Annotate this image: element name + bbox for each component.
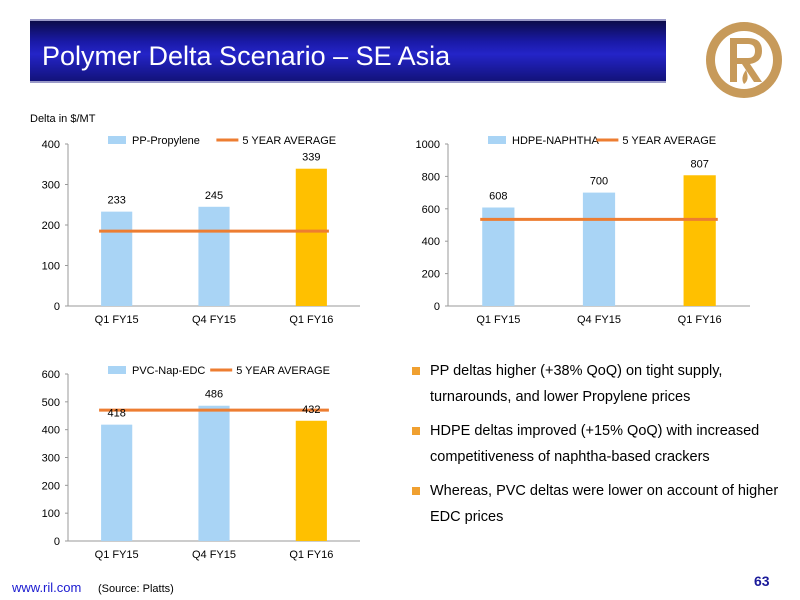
y-unit-label: Delta in $/MT: [30, 113, 96, 125]
legend-bar-swatch: [488, 136, 506, 144]
y-tick-label: 200: [42, 480, 60, 492]
bullet-item: HDPE deltas improved (+15% QoQ) with inc…: [412, 418, 782, 470]
data-label: 245: [205, 190, 223, 202]
bullet-text: HDPE deltas improved (+15% QoQ) with inc…: [430, 423, 760, 465]
y-tick-label: 100: [42, 261, 60, 273]
bullet-item: Whereas, PVC deltas were lower on accoun…: [412, 478, 782, 530]
y-tick-label: 300: [42, 453, 60, 465]
chart-legend: PP-Propylene 5 YEAR AVERAGE: [108, 135, 336, 147]
y-tick-label: 400: [422, 236, 440, 248]
data-label: 486: [205, 389, 223, 401]
bullet-item: PP deltas higher (+38% QoQ) on tight sup…: [412, 358, 782, 410]
bar-q1-fy16: [295, 420, 327, 541]
x-tick-label: Q4 FY15: [192, 314, 236, 326]
bar-q4-fy15: [582, 192, 616, 306]
data-label: 233: [107, 195, 125, 207]
y-tick-label: 0: [54, 536, 60, 548]
y-tick-label: 300: [42, 180, 60, 192]
legend-label: PP-Propylene: [132, 135, 200, 147]
x-tick-label: Q4 FY15: [192, 549, 236, 561]
bar-q1-fy16: [683, 175, 716, 306]
page-title: Polymer Delta Scenario – SE Asia: [42, 41, 451, 71]
bullet-marker-icon: [412, 427, 420, 435]
y-tick-label: 1000: [416, 139, 440, 151]
bar-q1-fy15: [101, 211, 133, 306]
x-tick-label: Q4 FY15: [577, 314, 621, 326]
data-label: 339: [302, 152, 320, 164]
x-tick-label: Q1 FY16: [289, 314, 333, 326]
y-tick-label: 0: [434, 301, 440, 313]
x-tick-label: Q1 FY15: [95, 549, 139, 561]
chart-svg: 0 100 200 300 400 500 600 Q1 FY15 Q4 FY15 Q1 FY16…: [42, 365, 360, 561]
bullet-marker-icon: [412, 487, 420, 495]
y-tick-label: 400: [42, 139, 60, 151]
y-tick-label: 400: [42, 425, 60, 437]
x-tick-label: Q1 FY15: [476, 314, 520, 326]
hdpe-delta-chart: 0 200 400 600 800 1000 Q1 FY15 Q4 FY15 Q1 FY16 60…: [410, 130, 760, 330]
bar-q1-fy16: [295, 168, 327, 306]
source-note: (Source: Platts): [98, 583, 174, 595]
pvc-delta-chart: 0 100 200 300 400 500 600 Q1 FY15 Q4 FY15 Q1 FY16…: [30, 360, 370, 565]
ril-logo: [706, 22, 782, 98]
legend-label: HDPE-NAPHTHA: [512, 135, 599, 147]
y-tick-label: 500: [42, 397, 60, 409]
y-tick-label: 200: [422, 269, 440, 281]
legend-label: 5 YEAR AVERAGE: [242, 135, 336, 147]
website-link[interactable]: www.ril.com: [12, 580, 82, 595]
y-tick-label: 100: [42, 508, 60, 520]
y-tick-label: 600: [42, 369, 60, 381]
title-bar: Polymer Delta Scenario – SE Asia: [30, 19, 666, 83]
chart-legend: PVC-Nap-EDC 5 YEAR AVERAGE: [108, 365, 330, 377]
bullet-marker-icon: [412, 367, 420, 375]
data-label: 807: [690, 158, 708, 170]
y-tick-label: 800: [422, 171, 440, 183]
y-tick-label: 0: [54, 301, 60, 313]
bullet-text: Whereas, PVC deltas were lower on accoun…: [430, 483, 779, 525]
chart-legend: HDPE-NAPHTHA 5 YEAR AVERAGE: [488, 135, 716, 147]
bar-q4-fy15: [198, 405, 230, 541]
pp-delta-chart: 0 100 200 300 400 Q1 FY15 Q4 FY15 Q1 FY16 233 245…: [30, 130, 370, 330]
chart-svg: 0 100 200 300 400 Q1 FY15 Q4 FY15 Q1 FY16 233 245…: [42, 135, 360, 326]
bar-q1-fy15: [101, 424, 133, 541]
y-tick-label: 600: [422, 204, 440, 216]
bar-q1-fy15: [482, 207, 515, 306]
x-tick-label: Q1 FY15: [95, 314, 139, 326]
bullet-list: PP deltas higher (+38% QoQ) on tight sup…: [412, 358, 782, 538]
legend-label: 5 YEAR AVERAGE: [236, 365, 330, 377]
data-label: 608: [489, 191, 507, 203]
data-label: 700: [590, 176, 608, 188]
x-tick-label: Q1 FY16: [289, 549, 333, 561]
y-tick-label: 200: [42, 220, 60, 232]
data-label: 418: [107, 408, 125, 420]
legend-label: 5 YEAR AVERAGE: [622, 135, 716, 147]
legend-bar-swatch: [108, 366, 126, 374]
page-number: 63: [754, 573, 770, 589]
data-label: 432: [302, 404, 320, 416]
bar-q4-fy15: [198, 206, 230, 306]
legend-label: PVC-Nap-EDC: [132, 365, 205, 377]
chart-svg: 0 200 400 600 800 1000 Q1 FY15 Q4 FY15 Q1 FY16 60…: [416, 135, 750, 326]
x-tick-label: Q1 FY16: [678, 314, 722, 326]
bullet-text: PP deltas higher (+38% QoQ) on tight sup…: [430, 363, 723, 405]
legend-bar-swatch: [108, 136, 126, 144]
